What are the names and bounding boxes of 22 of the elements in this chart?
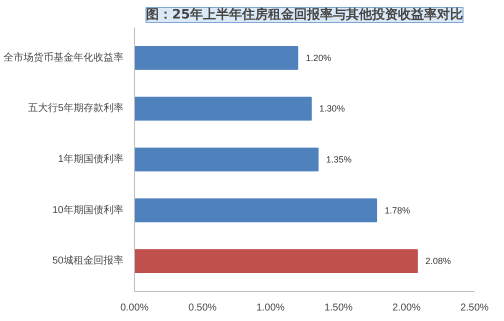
x-tick-label: 0.50% [188,302,217,314]
data-label: 1.78% [384,205,410,216]
data-label: 2.08% [425,256,451,266]
x-tick-label: 1.00% [256,302,285,314]
x-tick-label: 2.50% [460,302,489,314]
data-label: 1.35% [326,154,352,164]
y-tick-label: 50城租金回报率 [52,254,124,267]
data-label: 1.20% [306,52,332,63]
data-label: 1.30% [319,104,345,114]
bar [134,198,378,222]
x-tick-label: 0.00% [120,302,149,314]
bar [134,249,418,273]
y-tick-label: 1年期国债利率 [58,153,124,165]
x-tick-label: 1.50% [324,302,353,314]
bar [134,148,319,172]
bar [134,46,298,70]
y-tick-label: 全市场货币基金年化收益率 [4,51,124,64]
bar [134,96,312,121]
y-tick-label: 五大行5年期存款利率 [28,102,124,114]
x-tick-label: 2.00% [392,302,421,314]
chart-title: 图：25年上半年住房租金回报率与其他投资收益率对比 [146,6,464,22]
y-tick-label: 10年期国债利率 [52,204,124,216]
